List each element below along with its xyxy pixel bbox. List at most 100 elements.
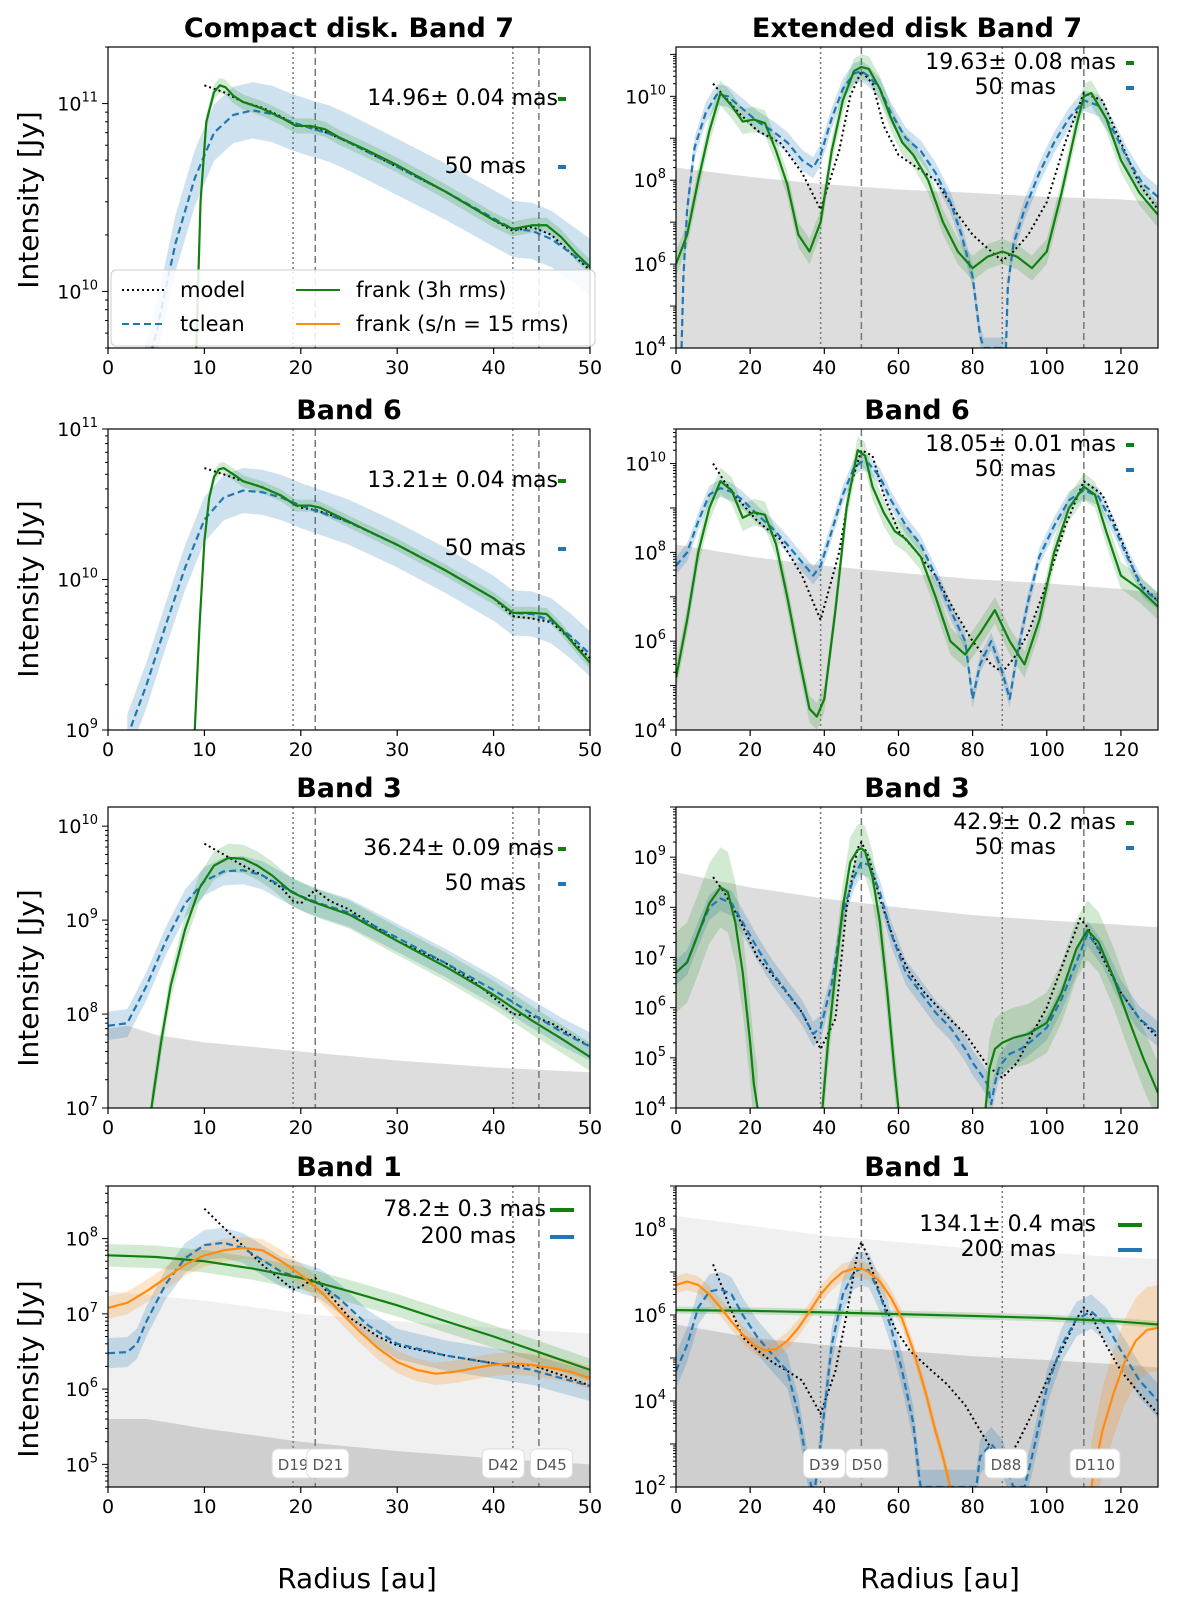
panel-frame xyxy=(675,1185,1159,1488)
panel-title: Band 6 xyxy=(864,395,970,426)
y-tick-label: 106 xyxy=(634,1302,666,1327)
series-frank-3h-rms- xyxy=(676,1309,1158,1326)
y-tick-label: 107 xyxy=(634,945,666,970)
noise-floor-2 xyxy=(676,1324,1158,1487)
y-tick-label: 106 xyxy=(66,1376,98,1401)
gap-label-d110: D110 xyxy=(1075,1456,1115,1474)
panel-1: 0 10 20 30 40 50 1010 1011 Compact disk. Band 7 1… xyxy=(57,13,602,379)
y-tick-label: 1010 xyxy=(625,83,666,108)
beam-label-1: 19.63± 0.08 mas xyxy=(925,50,1116,75)
x-tick-label: 80 xyxy=(961,739,985,761)
series-frank-3h-rms- xyxy=(984,929,1158,1108)
gap-label-d88: D88 xyxy=(991,1456,1022,1474)
noise-floor-1 xyxy=(676,544,1158,730)
x-tick-label: 0 xyxy=(102,1496,114,1518)
x-tick-label: 50 xyxy=(578,1117,602,1139)
gap-label-box xyxy=(1069,1448,1121,1479)
gap-label-box xyxy=(984,1448,1028,1479)
x-tick-label: 80 xyxy=(961,1496,985,1518)
x-tick-label: 10 xyxy=(192,357,216,379)
x-tick-label: 120 xyxy=(1103,357,1139,379)
panel-title: Band 3 xyxy=(296,773,402,804)
series-frank-3h-rms- xyxy=(195,84,590,348)
beam-label-1: 13.21± 0.04 mas xyxy=(367,468,558,493)
beam-label-1: 36.24± 0.09 mas xyxy=(363,836,554,861)
series-frank-3h-rms- xyxy=(150,856,590,1108)
plot-area xyxy=(676,807,1158,1108)
x-tick-label: 50 xyxy=(578,739,602,761)
y-tick-label: 104 xyxy=(634,335,666,360)
band-frank-3h-rms- xyxy=(822,823,899,1108)
gap-label-box xyxy=(845,1448,889,1479)
band-tclean xyxy=(144,82,590,348)
beam-label-2: 50 mas xyxy=(975,75,1056,100)
gap-label-d42: D42 xyxy=(488,1456,519,1474)
x-tick-label: 40 xyxy=(482,1117,506,1139)
x-tick-label: 60 xyxy=(886,357,910,379)
x-tick-label: 0 xyxy=(670,739,682,761)
x-tick-label: 30 xyxy=(385,1117,409,1139)
y-tick-label: 106 xyxy=(634,995,666,1020)
beam-label-2: 50 mas xyxy=(445,871,526,896)
panel-frame xyxy=(675,428,1159,731)
x-tick-label: 80 xyxy=(961,1117,985,1139)
x-tick-label: 30 xyxy=(385,357,409,379)
x-axis-label-right: Radius [au] xyxy=(860,1562,1020,1595)
series-tclean xyxy=(676,460,1158,701)
x-tick-label: 100 xyxy=(1029,1117,1065,1139)
plot-area xyxy=(108,807,590,1108)
y-tick-label: 108 xyxy=(634,539,666,564)
x-tick-label: 60 xyxy=(886,739,910,761)
legend-label-model: model xyxy=(180,278,245,302)
x-tick-label: 60 xyxy=(886,1117,910,1139)
x-tick-label: 40 xyxy=(482,357,506,379)
panel-title: Extended disk Band 7 xyxy=(752,13,1082,44)
gap-label-d45: D45 xyxy=(536,1456,567,1474)
panel-6: 0 20 40 60 80 100 120 104 105 106 107 108 109 Band 3 4… xyxy=(634,773,1159,1139)
x-tick-label: 50 xyxy=(578,1496,602,1518)
y-tick-label: 109 xyxy=(634,844,666,869)
band-tclean xyxy=(108,1227,590,1402)
panel-4: 0 20 40 60 80 100 120 104 106 108 1010 Band 6 18.05±… xyxy=(625,395,1159,761)
y-tick-label: 104 xyxy=(634,1388,666,1413)
band-frank-3h-rms- xyxy=(676,436,1158,730)
y-tick-label: 108 xyxy=(634,167,666,192)
y-tick-label: 105 xyxy=(634,1045,666,1070)
x-tick-label: 40 xyxy=(812,1117,836,1139)
beam-label-2: 200 mas xyxy=(421,1224,516,1249)
beam-label-1: 134.1± 0.4 mas xyxy=(919,1212,1096,1237)
x-tick-label: 0 xyxy=(102,739,114,761)
band-tclean xyxy=(681,60,1158,348)
series-tclean xyxy=(680,69,1158,348)
y-tick-label: 1010 xyxy=(57,813,98,838)
x-tick-label: 20 xyxy=(738,357,762,379)
x-tick-label: 10 xyxy=(192,1496,216,1518)
panel-frame xyxy=(675,46,1159,349)
legend-label-frank: frank (3h rms) xyxy=(356,278,506,302)
y-tick-label: 1011 xyxy=(57,91,98,116)
y-tick-label: 1011 xyxy=(57,416,98,441)
x-tick-label: 20 xyxy=(289,357,313,379)
x-tick-label: 20 xyxy=(738,739,762,761)
x-tick-label: 120 xyxy=(1103,739,1139,761)
x-tick-label: 100 xyxy=(1029,739,1065,761)
gap-label-box xyxy=(802,1448,846,1479)
y-tick-label: 106 xyxy=(634,251,666,276)
x-axis-label-left: Radius [au] xyxy=(277,1562,437,1595)
panel-title: Band 3 xyxy=(864,773,970,804)
gap-label-d50: D50 xyxy=(852,1456,883,1474)
legend: model tclean frank (3h rms) frank (s/n =… xyxy=(110,269,596,347)
x-tick-label: 0 xyxy=(102,357,114,379)
panel-frame xyxy=(107,46,591,349)
y-tick-label: 105 xyxy=(66,1451,98,1476)
plot-area xyxy=(676,47,1158,348)
legend-frame xyxy=(110,269,596,347)
x-tick-label: 10 xyxy=(192,739,216,761)
band-tclean xyxy=(127,467,590,730)
beam-label-2: 50 mas xyxy=(445,536,526,561)
legend-label-tclean: tclean xyxy=(180,312,245,336)
x-tick-label: 0 xyxy=(670,357,682,379)
band-tclean xyxy=(676,1251,1158,1487)
gap-label-box xyxy=(529,1448,573,1479)
